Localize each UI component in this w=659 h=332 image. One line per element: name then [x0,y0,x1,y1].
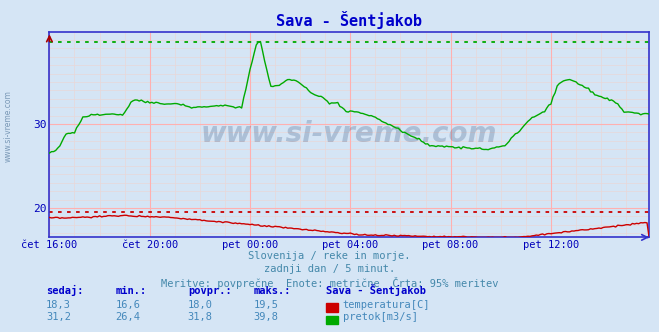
Text: pretok[m3/s]: pretok[m3/s] [343,312,418,322]
Text: temperatura[C]: temperatura[C] [343,300,430,310]
Text: www.si-vreme.com: www.si-vreme.com [3,90,13,162]
Text: www.si-vreme.com: www.si-vreme.com [201,121,498,148]
Text: sedaj:: sedaj: [46,285,84,296]
Text: 39,8: 39,8 [254,312,279,322]
Text: 19,5: 19,5 [254,300,279,310]
Text: povpr.:: povpr.: [188,286,231,296]
Text: 26,4: 26,4 [115,312,140,322]
Text: 18,0: 18,0 [188,300,213,310]
Text: 31,8: 31,8 [188,312,213,322]
Text: Sava - Šentjakob: Sava - Šentjakob [326,284,426,296]
Text: min.:: min.: [115,286,146,296]
Text: 18,3: 18,3 [46,300,71,310]
Text: maks.:: maks.: [254,286,291,296]
Title: Sava - Šentjakob: Sava - Šentjakob [276,11,422,29]
Text: Slovenija / reke in morje.: Slovenija / reke in morje. [248,251,411,261]
Text: Meritve: povprečne  Enote: metrične  Črta: 95% meritev: Meritve: povprečne Enote: metrične Črta:… [161,277,498,289]
Text: zadnji dan / 5 minut.: zadnji dan / 5 minut. [264,264,395,274]
Text: 16,6: 16,6 [115,300,140,310]
Text: 31,2: 31,2 [46,312,71,322]
